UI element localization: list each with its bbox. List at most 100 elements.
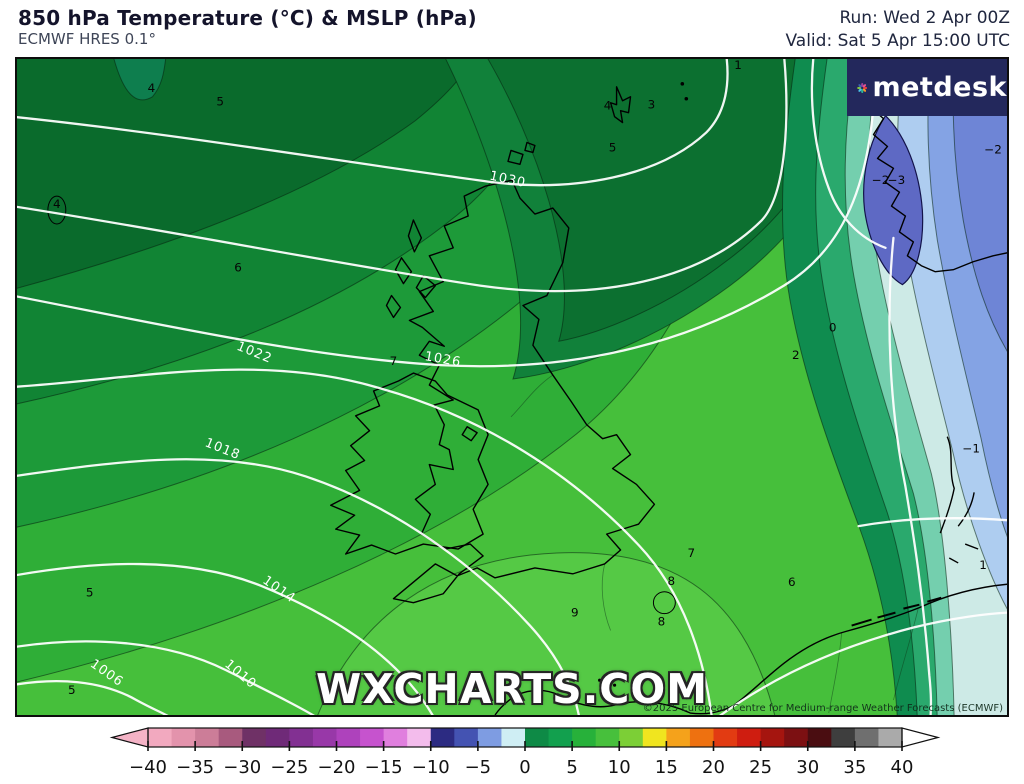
header-right: Run: Wed 2 Apr 00Z Valid: Sat 5 Apr 15:0… [785, 7, 1010, 53]
temp-label: 5 [216, 95, 224, 109]
colorbar-tick-label: 0 [519, 757, 530, 778]
colorbar-segment [312, 728, 337, 747]
colorbar-tick-label: 25 [749, 757, 772, 778]
temp-label: 4 [604, 99, 612, 113]
colorbar-segment [642, 728, 667, 747]
colorbar-segment [784, 728, 809, 747]
isobar-label: 1026 [423, 349, 462, 370]
colorbar-segment [289, 728, 314, 747]
temp-label: 5 [86, 586, 94, 600]
colorbar-segment [737, 728, 762, 747]
temp-label: −3 [888, 173, 906, 187]
colorbar-tick-label: −25 [270, 757, 308, 778]
colorbar-segment [666, 728, 691, 747]
header-left: 850 hPa Temperature (°C) & MSLP (hPa) EC… [18, 6, 477, 49]
temp-label: 7 [390, 354, 398, 368]
colorbar-segment [760, 728, 785, 747]
temp-label: 4 [53, 197, 61, 211]
small-islands [598, 82, 689, 687]
temp-label: −2 [984, 142, 1002, 156]
temp-label: 7 [687, 546, 695, 560]
colorbar-segment [854, 728, 879, 747]
run-label: Run: Wed 2 Apr 00Z [839, 8, 1010, 28]
colorbar-segment [195, 728, 220, 747]
isobars [17, 59, 1007, 715]
colorbar-right-arrow [901, 727, 941, 748]
colorbar-tick-label: 15 [655, 757, 678, 778]
temp-label: 1 [734, 59, 742, 72]
colorbar-tick-label: −30 [223, 757, 261, 778]
temp-label: 1 [979, 558, 987, 572]
temp-label: 6 [788, 575, 796, 589]
colorbar-segment [218, 728, 243, 747]
temp-label: 6 [234, 261, 242, 275]
coast-frisian-islands [851, 596, 942, 627]
temp-label: 8 [658, 615, 666, 629]
colorbar-segment [878, 728, 903, 747]
metdesk-logo: metdesk [847, 59, 1007, 116]
coast-great-britain [392, 179, 656, 604]
coastlines [330, 59, 1007, 715]
colorbar-segment [548, 728, 573, 747]
metdesk-logo-text: metdesk [872, 72, 1007, 103]
temp-label: 9 [571, 606, 579, 620]
colorbar-tick-label: 20 [702, 757, 725, 778]
colorbar-segment [430, 728, 455, 747]
copyright-notice: ©2025 European Centre for Medium-range W… [642, 703, 1003, 714]
colorbar-segment [501, 728, 526, 747]
closed-contours [47, 195, 676, 615]
coast-ireland [330, 372, 489, 555]
colorbar-tick-label: 10 [608, 757, 631, 778]
coast-shetland [609, 86, 632, 124]
colorbar-segment [525, 728, 550, 747]
colorbar-tick-label: −40 [129, 757, 167, 778]
colorbar-segment [831, 728, 856, 747]
colorbar-tick-label: −5 [465, 757, 492, 778]
colorbar-segment [336, 728, 361, 747]
watermark: WXCHARTS.COM [315, 665, 709, 713]
metdesk-flower-icon [857, 82, 868, 93]
page-title: 850 hPa Temperature (°C) & MSLP (hPa) [18, 6, 477, 30]
temp-label: 0 [829, 320, 837, 334]
temp-label: −2 [872, 173, 890, 187]
temperature-colorbar: −40 −35 −30 −25 −20 −15 −10 −5 0 5 10 15 20 25 30 35 40 [109, 727, 941, 778]
inland-borders [510, 374, 919, 714]
colorbar-segment [619, 728, 644, 747]
temp-label: −1 [962, 442, 980, 456]
colorbar-segment [595, 728, 620, 747]
temp-label: 5 [609, 140, 617, 154]
temp-label: 4 [148, 81, 156, 95]
colorbar-segment [171, 728, 196, 747]
colorbar-tick-label: 30 [796, 757, 819, 778]
colorbar-segment [383, 728, 408, 747]
temp-label: 3 [648, 98, 656, 112]
colorbar-segment [265, 728, 290, 747]
colorbar-tick-label: −15 [365, 757, 403, 778]
colorbar-segment [713, 728, 738, 747]
colorbar-tick-label: 35 [843, 757, 866, 778]
colorbar-segment [572, 728, 597, 747]
colorbar-segment [477, 728, 502, 747]
coast-denmark [939, 436, 979, 564]
colorbar-segment [689, 728, 714, 747]
colorbar-segment [407, 728, 432, 747]
valid-label: Valid: Sat 5 Apr 15:00 UTC [785, 31, 1010, 51]
coast-isle-of-man [461, 426, 478, 442]
colorbar-segment [242, 728, 267, 747]
colorbar-segment [454, 728, 479, 747]
colorbar-left-arrow [109, 727, 149, 748]
colorbar-tick-label: −10 [412, 757, 450, 778]
coast-continent [494, 583, 1007, 715]
coast-hebrides [385, 219, 437, 319]
isobar-label: 1030 [488, 169, 527, 191]
colorbar-segment [148, 728, 173, 747]
colorbar-tick-label: −35 [176, 757, 214, 778]
temp-label: 5 [68, 683, 76, 697]
coast-orkney [507, 141, 536, 166]
colorbar-tick-label: 40 [891, 757, 914, 778]
colorbar-segment [360, 728, 385, 747]
